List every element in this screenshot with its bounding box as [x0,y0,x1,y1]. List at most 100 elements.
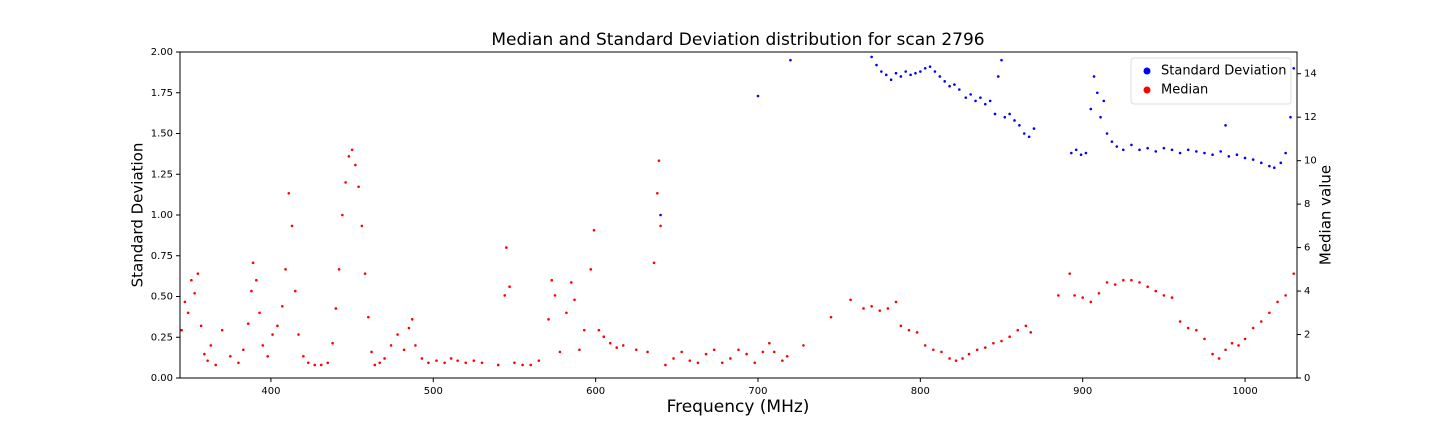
point [251,261,255,265]
point [396,333,399,336]
point [573,298,576,302]
point [659,224,662,228]
point [1013,119,1016,122]
point [720,361,724,365]
point [958,88,961,91]
point [919,70,922,73]
point [1113,283,1117,286]
point [592,228,596,232]
chart-title: Median and Standard Deviation distributi… [491,30,984,50]
point [914,71,917,75]
point [1068,272,1072,275]
point [250,289,253,293]
point [993,112,997,116]
point [969,93,972,96]
point [287,191,291,195]
x-tick-label: 700 [748,386,767,397]
point [1079,153,1083,156]
point [1272,166,1276,170]
point [344,181,347,184]
point [558,350,562,354]
point [789,58,792,62]
point [785,354,789,358]
point [928,65,932,68]
point [193,291,196,295]
point [553,294,557,297]
point [761,350,765,354]
y2-tick-label: 8 [1304,199,1310,210]
point [1121,278,1125,282]
point [964,96,968,99]
point [943,80,946,83]
point [996,75,1000,78]
point [696,361,700,365]
point [427,361,430,365]
point [1146,285,1149,289]
point [293,289,297,293]
legend-box [1130,57,1292,105]
y2-axis-label: Median value [1317,165,1335,265]
legend-marker [1143,67,1151,75]
point [1186,326,1190,330]
point [1237,344,1240,347]
point [870,55,873,59]
point [229,354,232,358]
point [1268,164,1271,168]
y2-tick-label: 12 [1304,112,1317,123]
point [967,352,971,356]
point [737,348,740,352]
point [1203,337,1206,341]
point [894,300,898,304]
point [656,191,659,195]
point [712,348,716,352]
point [1073,294,1076,297]
point [875,63,878,67]
y-tick-label: 1.50 [151,129,173,140]
point [1243,156,1247,160]
point [354,163,357,167]
point [357,185,360,189]
point [849,298,852,302]
legend-label: Median [1161,83,1208,98]
point [1029,331,1033,334]
point [280,304,284,308]
point [1099,115,1102,119]
point [915,331,919,334]
point [313,363,317,367]
point [255,278,258,282]
point [414,344,417,347]
point [183,300,187,304]
point [1097,291,1101,295]
point [449,357,453,360]
point [1105,281,1109,284]
point [1251,158,1255,161]
point [1000,58,1003,62]
point [1259,320,1263,323]
y2-tick-label: 14 [1304,69,1317,80]
point [1016,328,1020,332]
point [582,328,586,332]
point [186,311,190,315]
point [1105,132,1109,135]
y-tick-label: 0.00 [151,373,173,384]
point [1138,281,1141,284]
point [886,307,890,310]
point [768,341,771,345]
legend-label: Standard Deviation [1161,64,1286,79]
point [933,70,937,73]
point [907,328,911,332]
point [496,363,500,367]
point [306,361,310,365]
point [904,70,908,73]
point [1057,294,1060,297]
point [271,333,274,336]
point [862,307,865,310]
point [1268,311,1271,315]
y-tick-label: 0.75 [151,251,173,262]
point [508,285,511,289]
point [472,359,476,362]
point [1243,337,1247,341]
y2-tick-label: 0 [1304,373,1310,384]
point [1102,99,1106,103]
point [360,224,364,228]
